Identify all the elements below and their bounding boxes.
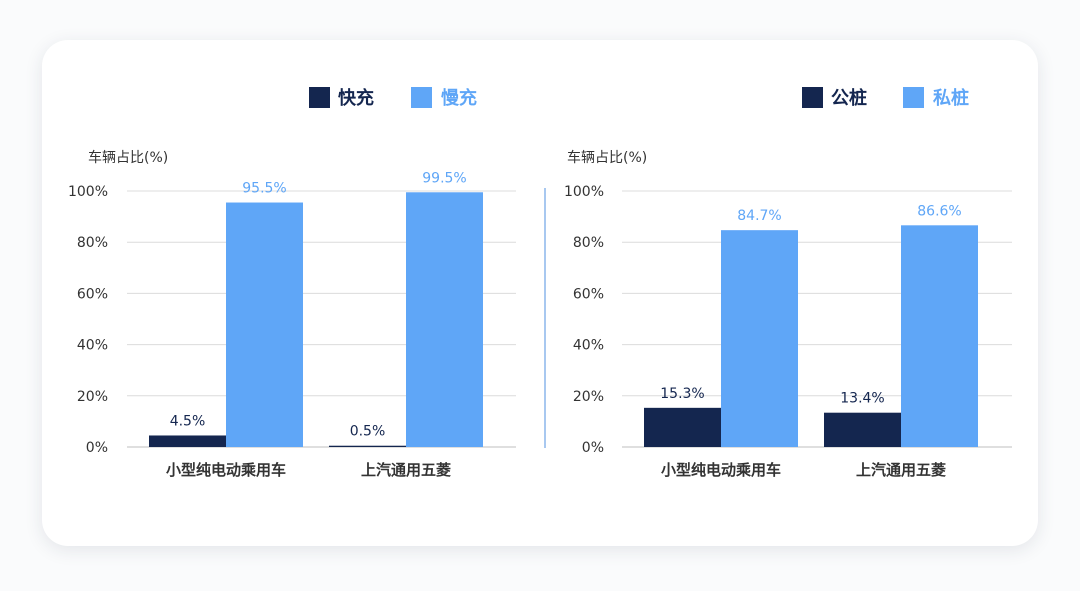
y-tick-label: 60% xyxy=(77,286,108,302)
data-label: 99.5% xyxy=(422,170,466,186)
legend-label: 快充 xyxy=(338,87,374,109)
legend-label: 慢充 xyxy=(441,87,477,109)
data-label: 0.5% xyxy=(350,424,386,440)
y-tick-label: 40% xyxy=(573,338,604,354)
x-category-label: 上汽通用五菱 xyxy=(361,461,451,479)
legend-swatch xyxy=(309,87,330,108)
data-label: 15.3% xyxy=(660,386,704,402)
y-tick-label: 80% xyxy=(573,235,604,251)
y-axis-title: 车辆占比(%) xyxy=(567,149,647,166)
y-tick-label: 0% xyxy=(86,440,108,456)
y-tick-label: 100% xyxy=(68,184,108,200)
data-label: 4.5% xyxy=(170,413,206,429)
y-tick-label: 20% xyxy=(77,389,108,405)
x-category-label: 小型纯电动乘用车 xyxy=(166,461,286,479)
legend-swatch xyxy=(802,87,823,108)
bar-dark xyxy=(824,412,901,447)
y-tick-label: 0% xyxy=(582,440,604,456)
legend-swatch xyxy=(903,87,924,108)
bar-dark xyxy=(644,407,721,447)
chart-divider xyxy=(544,188,546,448)
legend-swatch xyxy=(411,87,432,108)
legend-label: 私桩 xyxy=(933,87,969,109)
bar-dark xyxy=(149,435,226,447)
bar-light xyxy=(901,225,978,447)
y-axis-title: 车辆占比(%) xyxy=(88,149,168,166)
bar-light xyxy=(226,202,303,447)
bar-light xyxy=(721,230,798,447)
y-tick-label: 20% xyxy=(573,389,604,405)
chart-fast-slow-charging: 100% 80% 60% 40% 20% 0% 车辆占比(%) 4.5% 0.5% 95.5% 99… xyxy=(68,87,516,479)
x-category-label: 上汽通用五菱 xyxy=(856,461,946,479)
legend-label: 公桩 xyxy=(831,87,867,109)
data-label: 13.4% xyxy=(840,391,884,407)
y-tick-label: 60% xyxy=(573,286,604,302)
y-tick-label: 100% xyxy=(564,184,604,200)
bar-dark xyxy=(329,445,406,447)
x-category-label: 小型纯电动乘用车 xyxy=(661,461,781,479)
data-label: 84.7% xyxy=(737,208,781,224)
y-tick-label: 80% xyxy=(77,235,108,251)
bar-light xyxy=(406,192,483,447)
data-label: 86.6% xyxy=(917,203,961,219)
y-tick-label: 40% xyxy=(77,338,108,354)
data-label: 95.5% xyxy=(242,181,286,197)
